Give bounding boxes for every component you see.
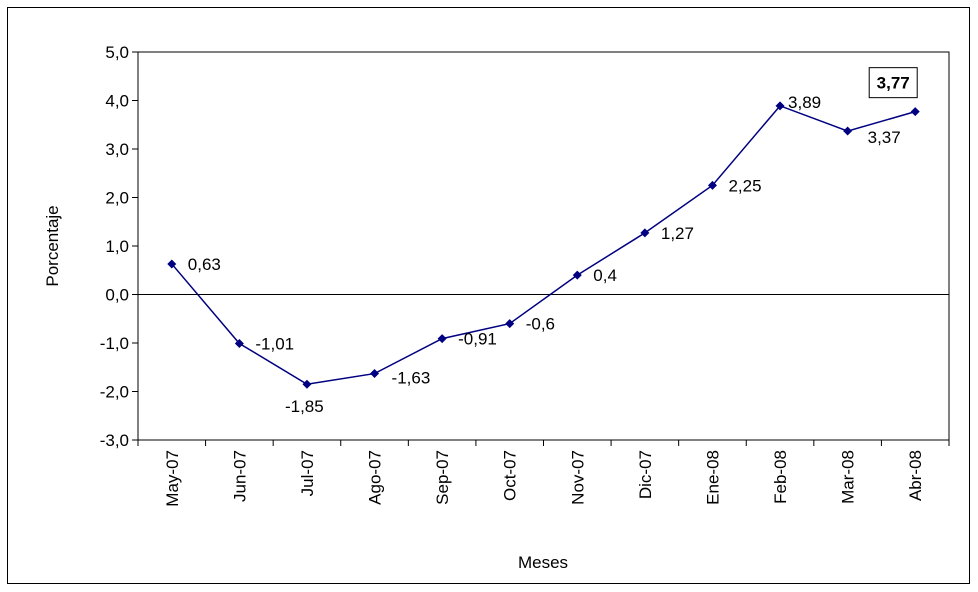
data-point-marker [640,228,650,238]
data-label: 3,89 [788,93,821,112]
data-label: -1,63 [392,369,431,388]
data-point-marker [572,270,582,280]
data-label: 3,37 [868,128,901,147]
y-tick-label: -1,0 [100,334,129,353]
data-label: -0,91 [458,330,497,349]
data-label: 0,63 [188,255,221,274]
data-label: 2,25 [728,176,761,195]
data-label: 1,27 [661,224,694,243]
y-axis-title: Porcentaje [43,205,62,286]
y-tick-label: -3,0 [100,431,129,450]
data-point-marker [234,338,244,348]
data-point-marker [437,334,447,344]
y-tick-label: 1,0 [105,237,129,256]
series-line [171,104,916,386]
data-label: 0,4 [593,266,617,285]
x-tick-label: Dic-07 [636,450,655,499]
y-tick-label: 0,0 [105,286,129,305]
y-tick-label: -2,0 [100,383,129,402]
data-point-marker [370,369,380,379]
data-point-marker [707,180,717,190]
data-point-marker [505,319,515,329]
x-tick-label: Sep-07 [433,450,452,505]
y-tick-label: 2,0 [105,189,129,208]
x-tick-label: May-07 [163,450,182,507]
y-tick-label: 5,0 [105,43,129,62]
x-tick-label: Oct-07 [501,450,520,501]
data-labels: 0,63 -1,01 -1,85 -1,63 -0,91 -0,6 0,4 1,27 2,25 3… [188,67,918,416]
x-tick-label: Nov-07 [568,450,587,505]
x-axis: May-07 Jun-07 Jul-07 Ago-07 Sep-07 Oct-07 Nov-… [137,440,950,507]
x-tick-label: Feb-08 [771,450,790,504]
x-tick-label: Jul-07 [298,450,317,496]
x-tick-label: Ene-08 [703,450,722,505]
x-tick-label: Abr-08 [906,450,925,501]
data-label: -0,6 [526,315,555,334]
data-point-marker [302,379,312,389]
x-tick-label: Jun-07 [230,450,249,502]
data-point-marker [167,259,177,269]
x-tick-label: Mar-08 [839,450,858,504]
data-label: -1,01 [255,334,294,353]
data-point-marker [775,101,785,111]
highlight-label-box [868,67,918,99]
y-tick-label: 3,0 [105,140,129,159]
x-axis-title: Meses [518,553,568,572]
data-label: 3,77 [877,74,910,93]
y-tick-label: 4,0 [105,92,129,111]
plot-area [137,51,950,441]
data-points [167,101,920,389]
x-tick-label: Ago-07 [366,450,385,505]
y-axis: 5,0 4,0 3,0 2,0 1,0 0,0 -1,0 -2,0 -3,0 [100,43,138,450]
data-label: -1,85 [285,397,324,416]
data-point-marker [843,126,853,136]
data-point-marker [910,107,920,117]
